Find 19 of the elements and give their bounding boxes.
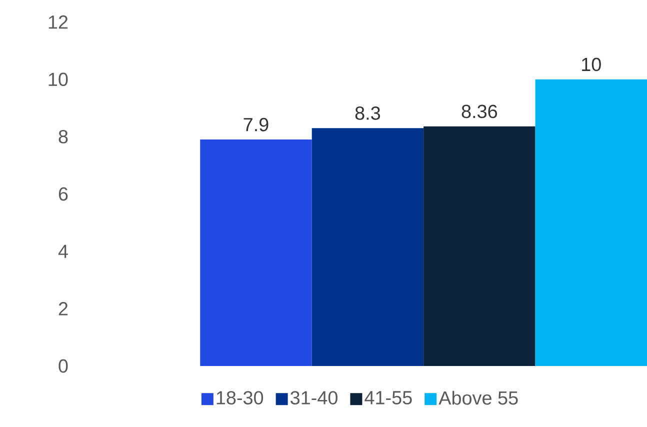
bar [200,140,312,366]
data-label: 7.9 [244,118,268,132]
bar [424,126,536,366]
y-tick-label: 10 [48,72,68,86]
y-tick-label: 4 [58,244,68,258]
y-tick-label: 8 [58,130,68,144]
y-tick-label: 12 [48,15,68,29]
bar [535,79,647,366]
legend-label: Above 55 [438,390,518,405]
data-label: 8.3 [355,106,380,120]
legend-label: 18-30 [216,391,264,404]
data-label: 10 [582,58,601,72]
y-tick-label: 2 [58,302,68,316]
y-tick-label: 0 [58,359,68,373]
y-tick-label: 6 [58,187,68,201]
data-label: 8.36 [462,104,498,118]
bar [312,128,424,366]
legend-label: 31-40 [290,391,338,404]
legend-label: 41-55 [364,391,412,404]
